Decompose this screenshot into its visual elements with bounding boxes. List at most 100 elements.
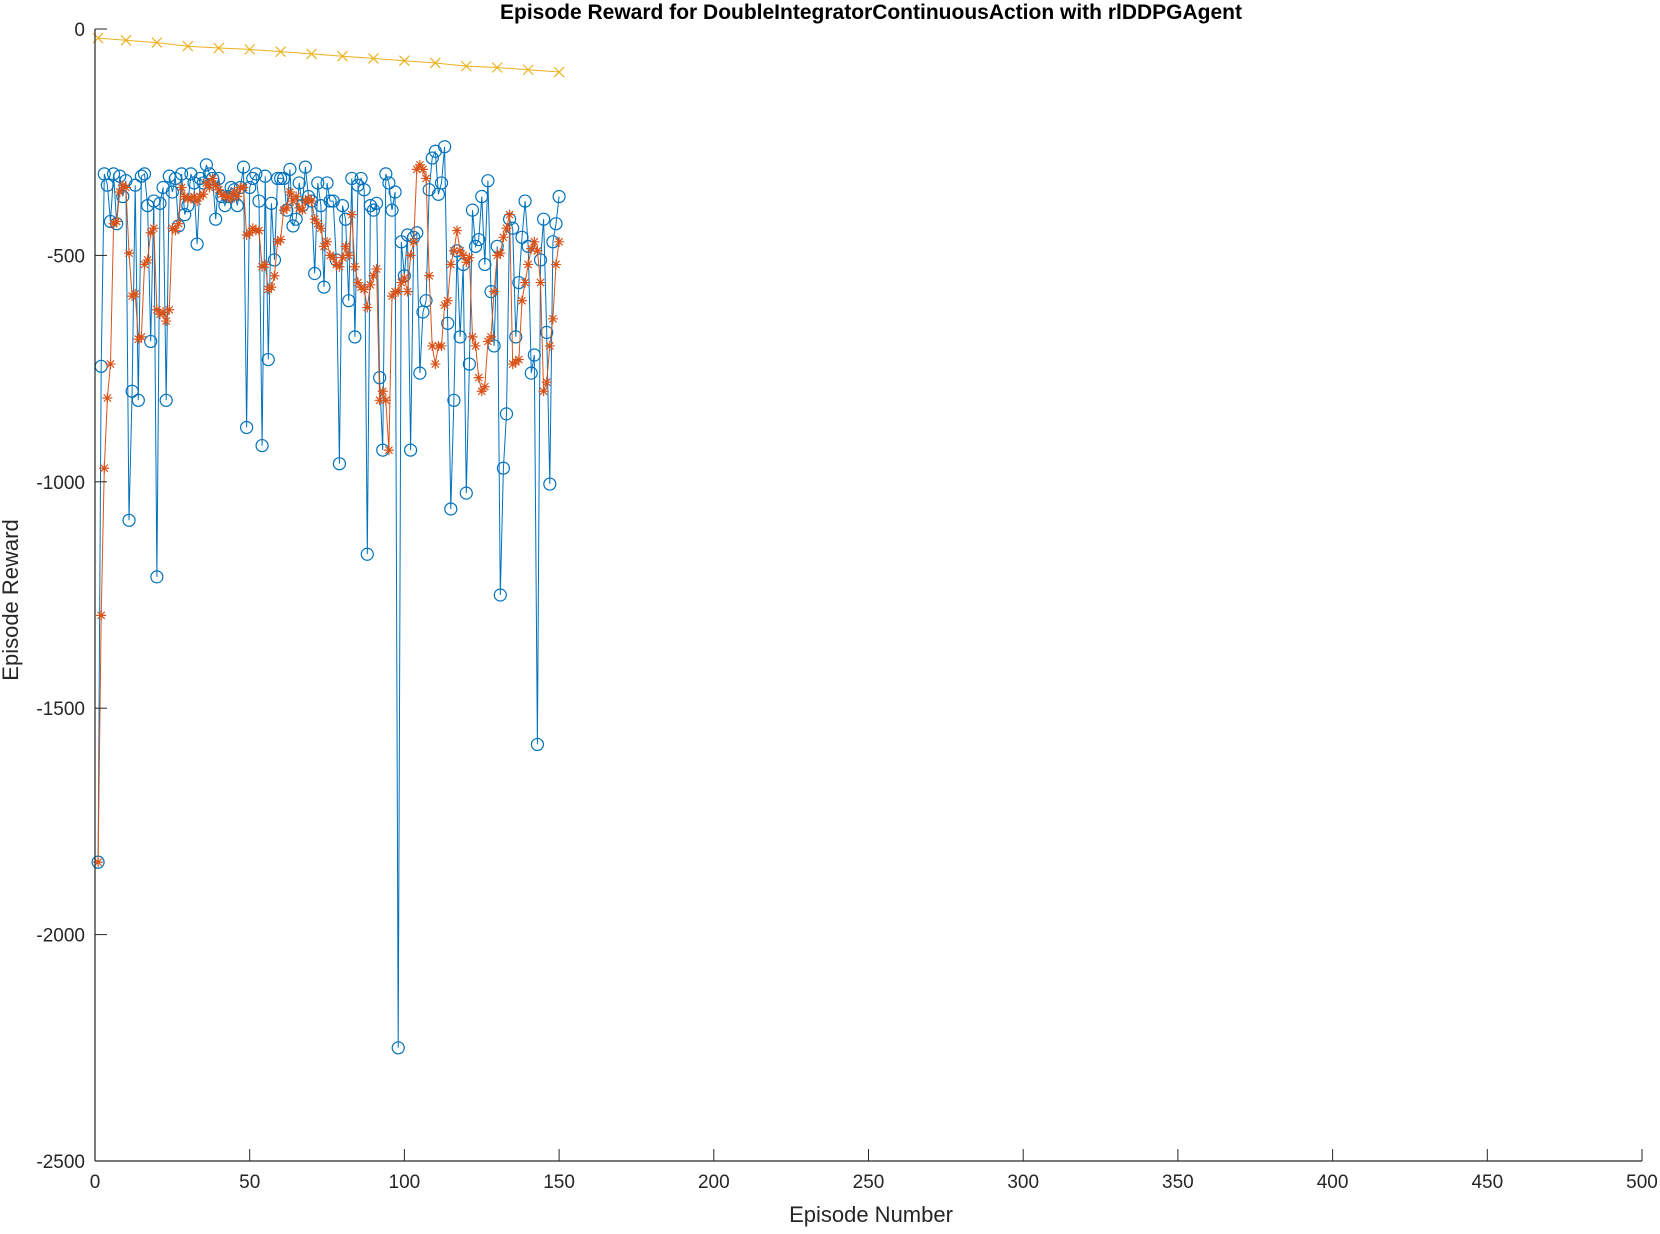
average-reward-point [393,286,404,297]
average-reward-point [244,227,255,238]
episode-reward-point [246,171,260,186]
average-reward-point [489,286,500,297]
episode-q0-point [491,62,503,73]
episode-reward-point [134,169,149,183]
series-layer [91,32,566,1055]
episode-reward-point [199,158,213,172]
episode-reward-point [403,443,418,457]
x-tick-label: 350 [1162,1172,1194,1193]
episode-reward-point [286,219,300,233]
average-reward-point [266,282,277,293]
average-reward-point [504,209,515,220]
episode-reward-point [162,169,176,183]
episode-reward-point [308,266,322,281]
average-reward-point [554,236,565,247]
average-reward-point [93,857,104,868]
episode-reward-point [277,171,291,186]
episode-reward-point [444,502,458,516]
episode-reward-point [447,393,461,407]
average-reward-point [176,182,187,193]
episode-reward-point [125,384,139,398]
average-reward-point [445,259,456,270]
episode-q0-point [151,37,163,49]
episode-reward-point [323,194,337,208]
episode-reward-point [530,737,545,752]
episode-q0-point [275,46,287,58]
average-reward-point [362,302,373,313]
average-reward-point [130,288,141,299]
average-reward-point [352,277,363,288]
average-reward-point [544,340,555,351]
episode-reward-point [385,203,399,217]
episode-reward-point [264,196,278,210]
average-reward-point [281,202,292,213]
average-reward-point [102,393,113,404]
episode-reward-point [178,208,192,222]
average-reward-point [173,218,184,229]
y-axis-label: Episode Reward [0,519,23,680]
y-tick-label: -500 [47,246,85,267]
episode-q0-point [213,42,225,54]
episode-reward-point [209,212,223,226]
episode-reward-point [332,457,347,471]
episode-reward-point [320,176,334,190]
episode-reward-point [475,189,489,204]
episode-reward-point [527,348,541,362]
average-reward-point [337,252,348,263]
episode-q0-point [398,55,410,67]
episode-reward-point [419,294,433,308]
average-reward-point [520,277,531,288]
average-reward-point [238,182,249,193]
episode-reward-point [366,203,381,217]
episode-reward-point [524,366,538,380]
episode-q0-point [553,66,565,78]
average-reward-point [408,236,419,247]
average-reward-point [198,189,209,200]
average-reward-point [284,187,295,198]
y-tick-label: -2500 [36,1152,85,1173]
average-reward-point [226,193,237,204]
average-reward-point [260,259,271,270]
average-reward-point [526,243,537,254]
x-tick-label: 50 [239,1172,260,1193]
average-reward-point [482,336,493,347]
chart-title: Episode Reward for DoubleIntegratorConti… [500,1,1242,24]
episode-reward-point [175,167,189,181]
y-tick-label: -1500 [36,699,85,720]
average-reward-point [96,610,107,621]
average-reward-point [210,180,221,191]
episode-reward-point [348,330,362,344]
average-reward-point [424,270,435,281]
average-reward-point [405,250,416,261]
average-reward-point [269,270,280,281]
average-reward-point [275,234,286,245]
average-reward-point [365,279,376,290]
average-reward-point [541,377,552,388]
average-reward-point [189,191,200,202]
episode-q0-line [98,37,560,73]
episode-reward-point [549,217,563,231]
average-reward-point [383,445,394,456]
average-reward-point [380,395,391,406]
episode-reward-point [274,171,288,186]
average-reward-point [458,250,469,261]
average-reward-point [229,187,240,198]
average-reward-point [377,386,388,397]
episode-reward-point [518,194,532,208]
episode-reward-point [441,316,455,330]
episode-reward-point [543,477,557,491]
episode-reward-point [391,1041,405,1055]
average-reward-point [334,261,345,272]
episode-reward-point [459,486,473,500]
average-reward-point [315,223,326,234]
average-reward-point [359,284,370,295]
episode-reward-point [258,169,272,183]
average-reward-point [158,307,169,317]
average-reward-point [402,286,413,297]
average-reward-point [111,216,122,227]
episode-q0-point [244,43,256,55]
episode-reward-point [298,160,312,174]
episode-q0-point [337,50,348,62]
average-reward-point [387,291,398,302]
